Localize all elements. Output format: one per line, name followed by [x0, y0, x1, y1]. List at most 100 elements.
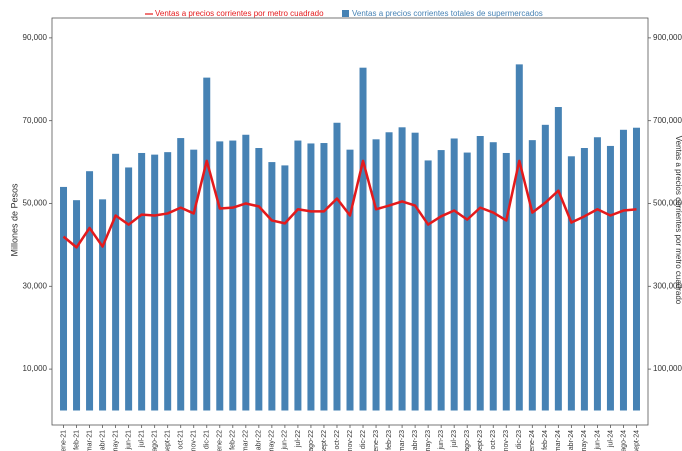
x-tick-label: dic-23	[516, 430, 523, 449]
y-axis-label: Millones de Pesos	[9, 183, 19, 257]
x-tick-label: oct-22	[334, 430, 341, 450]
bar	[229, 140, 237, 411]
bar	[632, 127, 640, 411]
x-tick-label: may-21	[112, 430, 119, 451]
x-tick-label: abr-24	[568, 430, 575, 450]
bar	[86, 171, 94, 411]
y2-tick-label: 900,000	[653, 33, 682, 42]
bar	[268, 162, 276, 411]
x-tick-label: mar-23	[399, 430, 406, 451]
bar	[554, 107, 562, 411]
x-tick-label: ago-22	[308, 430, 315, 451]
x-tick-label: ene-22	[217, 430, 224, 451]
x-tick-label: abr-23	[412, 430, 419, 450]
bar	[190, 149, 198, 411]
x-tick-label: ago-21	[152, 430, 159, 451]
x-tick-label: ene-24	[529, 430, 536, 451]
x-tick-label: jun-21	[125, 430, 132, 451]
bar	[99, 199, 107, 411]
bar	[255, 148, 263, 411]
x-tick-label: ene-23	[373, 430, 380, 451]
bar	[372, 139, 380, 411]
bar	[567, 156, 575, 411]
x-tick-label: ago-23	[464, 430, 471, 451]
bar	[463, 152, 471, 411]
x-tick-label: feb-22	[230, 430, 237, 450]
bar	[424, 160, 432, 411]
y2-axis-label: Ventas a precios corrientes por metro cu…	[674, 136, 682, 305]
bar	[489, 142, 497, 411]
bar	[177, 138, 185, 411]
x-tick-label: mar-22	[243, 430, 250, 451]
x-tick-label: nov-21	[191, 430, 198, 451]
x-tick-label: nov-23	[503, 430, 510, 451]
bar	[294, 140, 302, 411]
bar	[242, 134, 250, 411]
bar	[437, 150, 445, 411]
bar	[151, 154, 159, 411]
line	[62, 159, 637, 249]
bar	[385, 132, 393, 411]
bar	[450, 138, 458, 411]
bar	[411, 132, 419, 411]
x-tick-label: ene-21	[60, 430, 67, 451]
x-tick-label: mar-21	[86, 430, 93, 451]
bar	[619, 129, 627, 411]
bar	[216, 141, 224, 411]
x-tick-label: jul-24	[607, 430, 614, 448]
bar	[281, 165, 289, 411]
x-tick-label: jul-23	[451, 430, 458, 448]
bar	[307, 143, 315, 411]
bar	[502, 152, 510, 411]
bar	[112, 153, 120, 411]
bar	[203, 77, 211, 411]
x-tick-label: jul-21	[138, 430, 145, 448]
y2-tick-label: 500,000	[653, 199, 682, 208]
x-tick-label: feb-21	[73, 430, 80, 450]
y-tick-label: 70,000	[23, 116, 48, 125]
legend-bar-key	[342, 10, 349, 17]
x-tick-label: sept-24	[633, 430, 640, 451]
x-tick-label: sept-21	[165, 430, 172, 451]
bar	[359, 67, 367, 411]
x-tick-label: feb-23	[386, 430, 393, 450]
x-tick-label: may-23	[425, 430, 432, 451]
x-tick-label: jun-24	[594, 430, 601, 451]
x-tick-label: dic-22	[360, 430, 367, 449]
bar	[164, 152, 172, 411]
bar	[606, 145, 614, 411]
x-tick-label: ago-24	[620, 430, 627, 451]
x-tick-label: jun-22	[282, 430, 289, 451]
y-tick-label: 10,000	[23, 364, 48, 373]
bar	[580, 148, 588, 411]
x-tick-label: oct-23	[490, 430, 497, 450]
bar	[528, 140, 536, 411]
x-tick-label: dic-21	[204, 430, 211, 449]
x-tick-label: may-22	[269, 430, 276, 451]
x-tick-label: jun-23	[438, 430, 445, 451]
bar	[346, 149, 354, 411]
y-tick-label: 30,000	[23, 281, 48, 290]
bar	[125, 167, 133, 411]
bar	[60, 186, 68, 411]
legend-line: Ventas a precios corrientes por metro cu…	[155, 9, 324, 18]
x-tick-label: mar-24	[555, 430, 562, 451]
y-tick-label: 50,000	[23, 199, 48, 208]
x-tick-label: oct-21	[178, 430, 185, 450]
x-tick-label: jul-22	[295, 430, 302, 448]
x-tick-label: feb-24	[542, 430, 549, 450]
bar	[138, 152, 146, 411]
x-tick-label: sept-23	[477, 430, 484, 451]
legend-bar: Ventas a precios corrientes totales de s…	[352, 9, 543, 18]
bar	[593, 137, 601, 411]
x-tick-label: abr-21	[99, 430, 106, 450]
bar	[320, 143, 328, 411]
x-tick-label: may-24	[581, 430, 588, 451]
y2-tick-label: 300,000	[653, 281, 682, 290]
bar	[398, 127, 406, 411]
y2-tick-label: 100,000	[653, 364, 682, 373]
bar	[476, 136, 484, 411]
bar	[515, 64, 523, 411]
x-tick-label: sept-22	[321, 430, 328, 451]
